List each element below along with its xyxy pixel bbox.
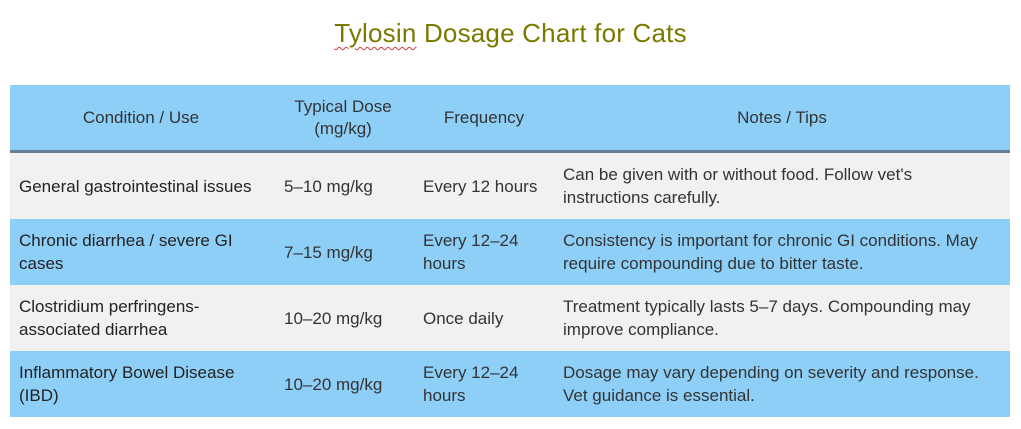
table-row: Clostridium perfringens-associated diarr… xyxy=(10,285,1010,351)
title-rest: Dosage Chart for Cats xyxy=(416,18,687,48)
dose-cell: 10–20 mg/kg xyxy=(272,285,414,351)
header-condition: Condition / Use xyxy=(10,85,272,153)
table-row: General gastrointestinal issues 5–10 mg/… xyxy=(10,151,1010,219)
frequency-cell: Every 12–24 hours xyxy=(414,351,554,417)
notes-cell: Treatment typically lasts 5–7 days. Comp… xyxy=(554,285,1010,351)
dosage-table: Condition / Use Typical Dose (mg/kg) Fre… xyxy=(10,85,1010,417)
title-misspelled-word: Tylosin xyxy=(334,18,417,48)
table-row: Chronic diarrhea / severe GI cases 7–15 … xyxy=(10,219,1010,285)
condition-cell: General gastrointestinal issues xyxy=(10,151,272,219)
notes-cell: Dosage may vary depending on severity an… xyxy=(554,351,1010,417)
condition-cell: Clostridium perfringens-associated diarr… xyxy=(10,285,272,351)
notes-cell: Consistency is important for chronic GI … xyxy=(554,219,1010,285)
frequency-cell: Once daily xyxy=(414,285,554,351)
header-notes: Notes / Tips xyxy=(554,85,1010,153)
frequency-cell: Every 12–24 hours xyxy=(414,219,554,285)
dose-cell: 7–15 mg/kg xyxy=(272,219,414,285)
frequency-cell: Every 12 hours xyxy=(414,151,554,219)
table-row: Inflammatory Bowel Disease (IBD) 10–20 m… xyxy=(10,351,1010,417)
dose-cell: 5–10 mg/kg xyxy=(272,151,414,219)
condition-cell: Inflammatory Bowel Disease (IBD) xyxy=(10,351,272,417)
title-container: Tylosin Dosage Chart for Cats xyxy=(0,18,1021,49)
page-title: Tylosin Dosage Chart for Cats xyxy=(334,18,687,48)
header-dose: Typical Dose (mg/kg) xyxy=(272,85,414,153)
header-frequency: Frequency xyxy=(414,85,554,153)
dose-cell: 10–20 mg/kg xyxy=(272,351,414,417)
condition-cell: Chronic diarrhea / severe GI cases xyxy=(10,219,272,285)
notes-cell: Can be given with or without food. Follo… xyxy=(554,151,1010,219)
header-row: Condition / Use Typical Dose (mg/kg) Fre… xyxy=(10,85,1010,153)
